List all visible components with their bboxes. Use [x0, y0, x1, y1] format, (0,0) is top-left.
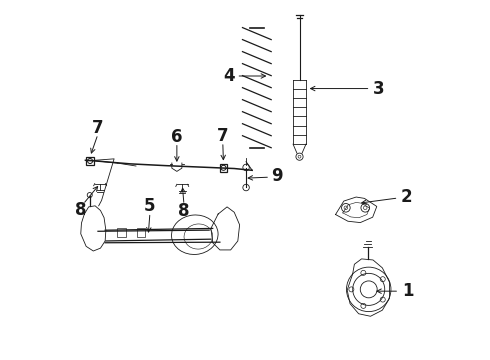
Text: 4: 4 — [223, 67, 235, 85]
Text: 1: 1 — [402, 282, 414, 300]
Text: 3: 3 — [372, 80, 384, 98]
Bar — [117, 228, 125, 237]
Text: 2: 2 — [400, 188, 412, 206]
Bar — [220, 164, 227, 172]
Text: 9: 9 — [271, 167, 282, 185]
Text: 7: 7 — [92, 119, 104, 137]
Text: 7: 7 — [217, 127, 228, 145]
Text: 8: 8 — [178, 202, 190, 220]
Text: 5: 5 — [144, 198, 156, 216]
Text: 8: 8 — [75, 201, 87, 219]
Text: 6: 6 — [171, 128, 183, 146]
Bar — [137, 228, 146, 237]
Bar — [86, 157, 94, 165]
